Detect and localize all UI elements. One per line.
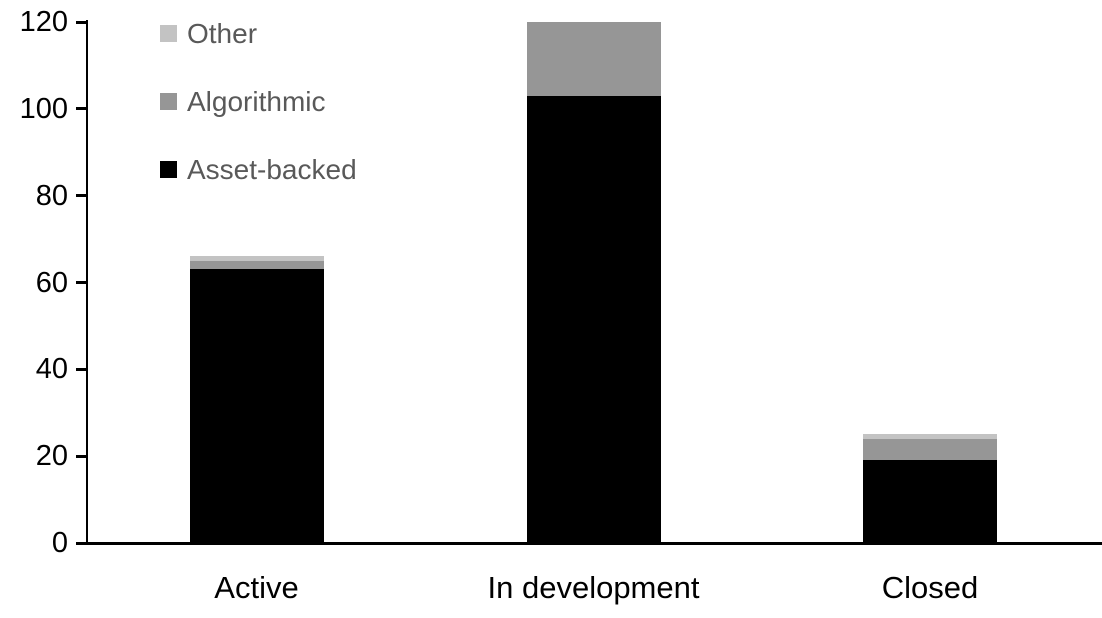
bar-segment-algorithmic-in-development [526,22,661,96]
x-axis-category-label-closed: Closed [881,570,979,605]
legend-swatch-algorithmic [160,93,177,110]
bar-segment-asset-backed-closed [863,460,997,543]
legend-label: Algorithmic [187,85,326,117]
bar-segment-asset-backed-active [189,269,324,543]
y-axis-tick-label: 120 [19,6,68,38]
legend: Other Algorithmic Asset-backed [160,16,357,187]
y-axis-tick-mark [76,455,88,458]
legend-item-algorithmic: Algorithmic [160,84,357,119]
y-axis-tick-label: 0 [51,527,68,559]
y-axis-tick-label: 60 [35,267,68,299]
y-axis-tick-label: 40 [35,353,68,385]
y-axis-tick-mark [76,368,88,371]
y-axis-tick-label: 20 [35,440,68,472]
x-axis-category-label-active: Active [214,570,299,605]
bar-segment-other-active [189,256,324,261]
bar-segment-algorithmic-closed [863,438,997,461]
bar-closed [863,434,997,543]
y-axis-tick-mark [76,542,88,545]
legend-item-asset-backed: Asset-backed [160,152,357,187]
bar-active [189,256,324,543]
y-axis-tick-mark [76,194,88,197]
bar-in-development [526,22,661,543]
legend-swatch-other [160,25,177,42]
y-axis-tick-mark [76,21,88,24]
bar-segment-other-closed [863,434,997,439]
legend-label: Other [187,17,258,49]
x-axis-category-label-in-development: In development [487,570,700,605]
y-axis-tick-label: 80 [35,180,68,212]
y-axis-tick-mark [76,107,88,110]
legend-swatch-asset-backed [160,161,177,178]
y-axis-tick-mark [76,281,88,284]
y-axis-tick-label: 100 [19,93,68,125]
x-axis-line [86,542,1102,545]
bar-segment-asset-backed-in-development [526,95,661,543]
legend-item-other: Other [160,16,357,51]
bar-segment-algorithmic-active [189,260,324,270]
legend-label: Asset-backed [187,153,357,185]
